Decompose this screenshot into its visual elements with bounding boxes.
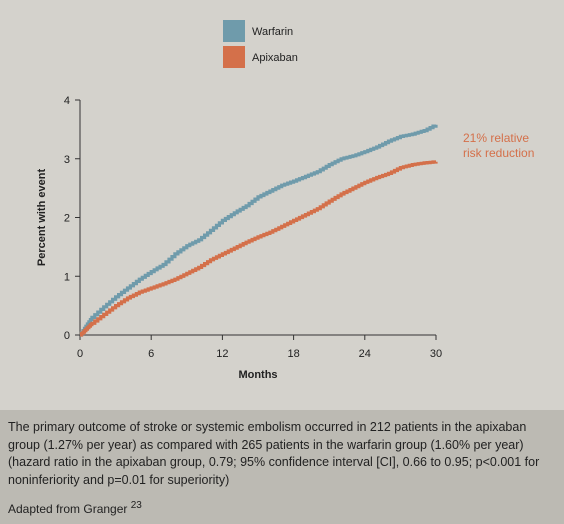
caption-panel: The primary outcome of stroke or systemi… — [0, 410, 564, 524]
legend-swatch-warfarin — [223, 20, 245, 42]
series-line-apixaban — [79, 160, 438, 337]
y-tick-label: 4 — [64, 95, 70, 107]
series-line-warfarin — [79, 124, 438, 337]
source-text: Adapted from Granger — [8, 502, 128, 517]
source-line: Adapted from Granger 23 — [8, 500, 554, 516]
x-tick-label: 24 — [359, 348, 371, 360]
y-tick-label: 1 — [64, 271, 70, 283]
x-tick-label: 18 — [287, 348, 299, 360]
x-tick-label: 30 — [430, 348, 442, 360]
x-tick-label: 6 — [148, 348, 154, 360]
x-tick-label: 0 — [77, 348, 83, 360]
annotation-text: 21% relative — [463, 131, 529, 145]
y-axis-title: Percent with event — [36, 169, 48, 267]
source-reference: 23 — [130, 500, 142, 512]
x-axis-title: Months — [238, 369, 277, 381]
y-tick-label: 0 — [64, 330, 70, 342]
annotation-text: risk reduction — [463, 146, 534, 160]
caption-text: The primary outcome of stroke or systemi… — [8, 420, 540, 487]
legend-label-apixaban: Apixaban — [252, 52, 298, 64]
y-tick-label: 3 — [64, 154, 70, 166]
chart-panel: 0 1 2 3 4 0 6 12 18 24 30 Months Percent with event W… — [36, 20, 535, 381]
legend-label-warfarin: Warfarin — [252, 26, 293, 38]
legend-swatch-apixaban — [223, 46, 245, 68]
y-tick-label: 2 — [64, 213, 70, 225]
x-tick-label: 12 — [216, 348, 228, 360]
